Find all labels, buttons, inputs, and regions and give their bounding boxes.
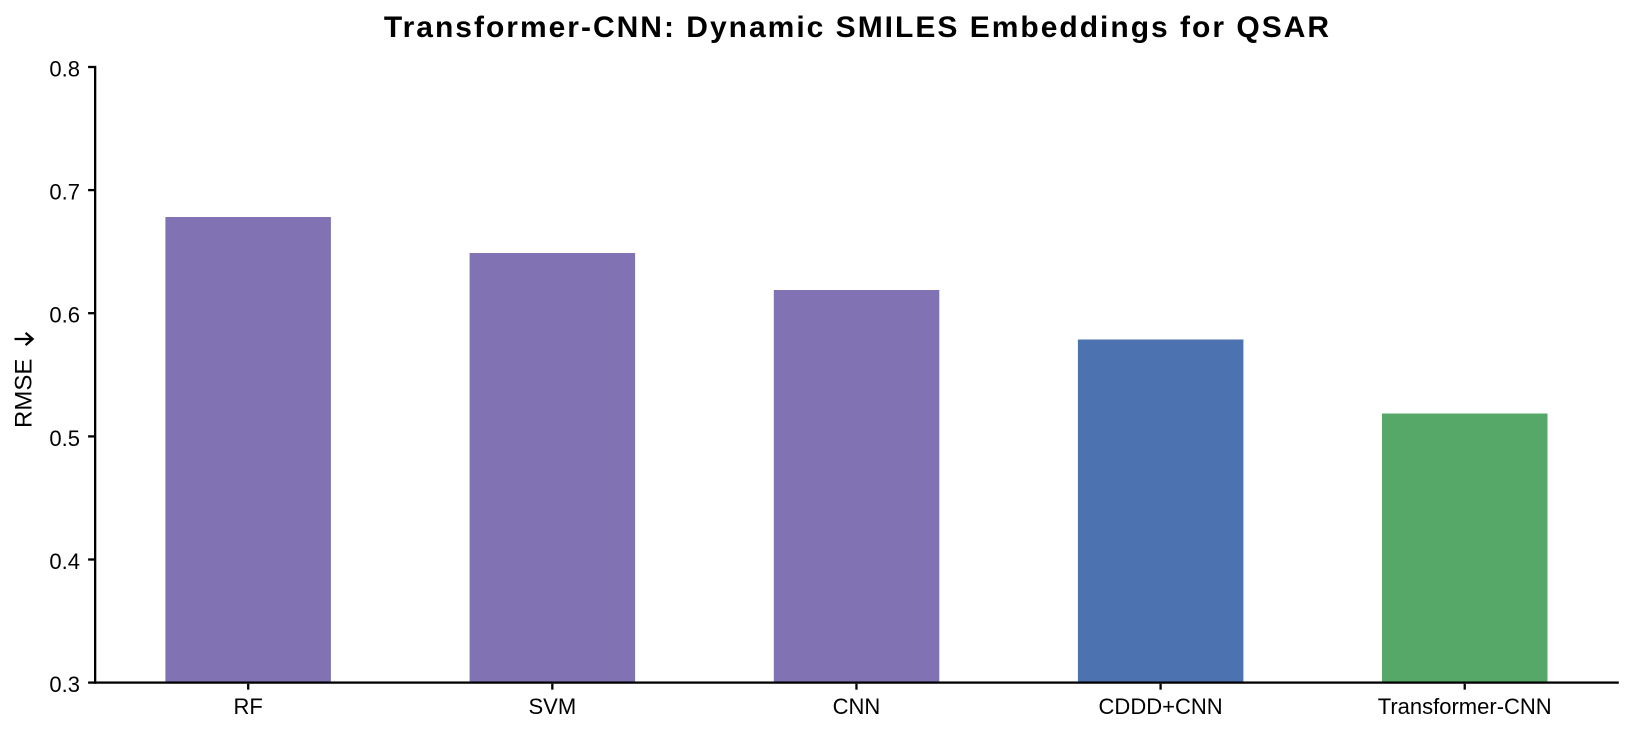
svg-text:0.7: 0.7 [49,180,80,205]
svg-text:SVM: SVM [528,694,576,719]
svg-text:CNN: CNN [833,694,881,719]
svg-text:0.8: 0.8 [49,57,80,82]
svg-text:0.4: 0.4 [49,549,80,574]
svg-text:Transformer-CNN: Dynamic SMILE: Transformer-CNN: Dynamic SMILES Embeddin… [384,11,1331,44]
svg-text:0.5: 0.5 [49,426,80,451]
svg-text:0.6: 0.6 [49,303,80,328]
svg-text:RF: RF [234,694,263,719]
svg-text:RMSE: RMSE [11,359,38,428]
svg-text:Transformer-CNN: Transformer-CNN [1378,694,1552,719]
svg-text:CDDD+CNN: CDDD+CNN [1099,694,1223,719]
svg-text:0.3: 0.3 [49,672,80,697]
